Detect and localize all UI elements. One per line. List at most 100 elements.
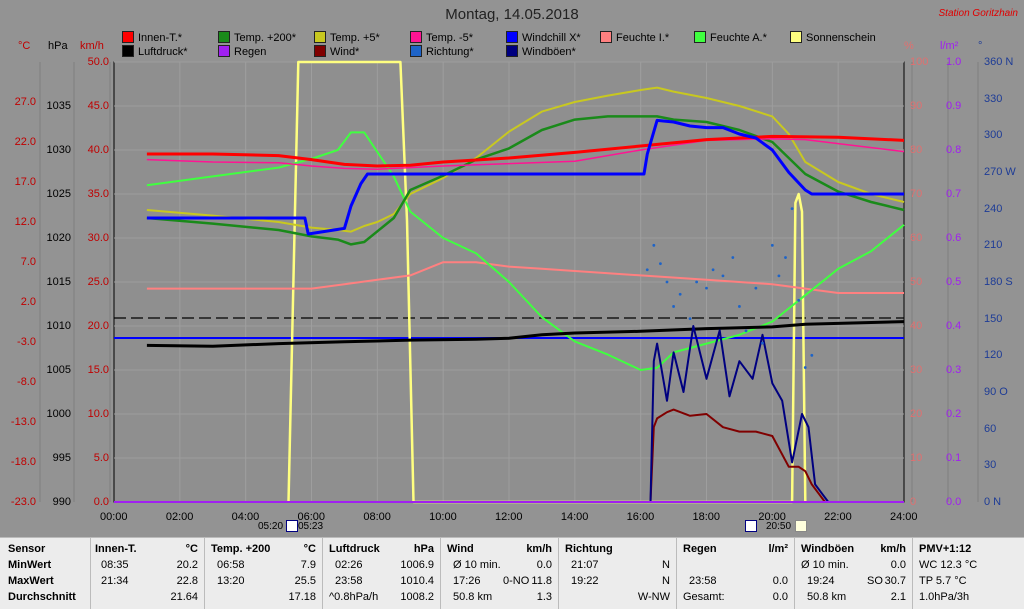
tick-dir: 150 xyxy=(984,312,1003,325)
temp-max-time: 13:20 xyxy=(217,575,245,587)
tick-pct: 90 xyxy=(910,100,923,112)
tick-x: 00:00 xyxy=(100,511,128,523)
richtung-head: Richtung xyxy=(565,543,613,555)
legend-swatch xyxy=(600,31,612,43)
legend-swatch xyxy=(122,31,134,43)
tick-kmh: 35.0 xyxy=(87,188,109,200)
druck-max: 1010.4 xyxy=(400,575,434,587)
tick-degc: 22.0 xyxy=(14,136,36,148)
direction-point xyxy=(744,329,748,333)
tick-hpa: 990 xyxy=(52,496,71,508)
tick-dir: 330 xyxy=(984,92,1003,105)
richtung-max-time: 19:22 xyxy=(571,575,599,587)
row-max: MaxWert xyxy=(8,575,54,587)
tick-lm2: 0.9 xyxy=(946,100,962,112)
tick-dir: 90 O xyxy=(984,386,1008,398)
pmv-trend: 1.0hPa/3h xyxy=(919,591,970,603)
legend-swatch xyxy=(218,31,230,43)
legend-label: Luftdruck* xyxy=(138,46,188,58)
pmv-dewpoint: TP 5.7 °C xyxy=(919,575,967,587)
tick-kmh: 15.0 xyxy=(87,364,109,376)
unit-deg: ° xyxy=(978,40,983,52)
druck-max-time: 23:58 xyxy=(335,575,363,587)
sunrise-label: 05:20 xyxy=(258,521,284,532)
direction-point xyxy=(784,256,787,259)
legend-label: Regen xyxy=(234,46,267,58)
druck-unit: hPa xyxy=(413,543,434,555)
tick-degc: 17.0 xyxy=(14,176,36,188)
regen-total: 0.0 xyxy=(772,591,788,603)
tick-kmh: 10.0 xyxy=(87,408,109,420)
series-windchill-x xyxy=(146,118,904,236)
direction-point xyxy=(777,274,781,278)
tick-kmh: 25.0 xyxy=(87,276,109,288)
row-min: MinWert xyxy=(8,559,52,571)
tick-x: 20:00 xyxy=(758,511,786,523)
legend-label: Temp. +5* xyxy=(330,32,380,44)
innen-min: 20.2 xyxy=(176,559,198,571)
tick-degc: 7.0 xyxy=(20,256,36,268)
regen-total-label: Gesamt: xyxy=(683,591,725,603)
legend-item: Innen-T.* xyxy=(122,31,182,45)
tick-hpa: 1010 xyxy=(46,320,71,332)
tick-hpa: 1030 xyxy=(46,144,71,156)
series-luftdruck xyxy=(146,320,905,348)
tick-dir: 210 xyxy=(984,239,1003,252)
legend-label: Richtung* xyxy=(426,46,474,58)
wind-unit: km/h xyxy=(526,543,552,555)
direction-point xyxy=(678,292,682,296)
regen-time: 23:58 xyxy=(689,575,717,587)
sensor-head: Sensor xyxy=(8,543,46,555)
druck-min-time: 02:26 xyxy=(335,559,363,571)
series-feuchte-i xyxy=(146,261,904,294)
tick-dir: 360 N xyxy=(984,56,1014,68)
pmv-head: PMV+1:12 xyxy=(919,543,972,555)
tick-dir: 240 xyxy=(984,202,1003,215)
legend-swatch xyxy=(314,31,326,43)
col-regen: Regen l/m² 23:58 0.0 Gesamt: 0.0 xyxy=(677,538,795,609)
legend-item: Temp. -5* xyxy=(410,31,473,45)
boen-avg10: 0.0 xyxy=(890,559,906,571)
direction-point xyxy=(672,305,675,308)
tick-pct: 30 xyxy=(910,364,923,376)
direction-point xyxy=(810,353,814,357)
temp-avg: 17.18 xyxy=(288,591,316,603)
legend-swatch xyxy=(790,31,802,43)
tick-lm2: 0.5 xyxy=(946,276,962,288)
unit-lm2: l/m² xyxy=(940,40,959,52)
tick-x: 08:00 xyxy=(363,511,391,523)
druck-head: Luftdruck xyxy=(329,543,380,555)
direction-point xyxy=(721,274,725,278)
richtung-min: N xyxy=(662,559,670,571)
sunset-icon xyxy=(745,520,757,532)
tick-degc: 2.0 xyxy=(20,296,36,308)
legend-label: Innen-T.* xyxy=(138,32,183,44)
temp-unit: °C xyxy=(303,543,316,555)
statistics-table: Sensor MinWert MaxWert Durchschnitt Inne… xyxy=(0,537,1024,609)
tick-kmh: 40.0 xyxy=(87,144,109,156)
legend-item: Temp. +5* xyxy=(314,31,380,45)
tick-x: 24:00 xyxy=(890,511,918,523)
tick-x: 16:00 xyxy=(626,511,655,523)
tick-lm2: 0.7 xyxy=(946,188,962,200)
innen-head: Innen-T. xyxy=(95,543,137,555)
tick-kmh: 0.0 xyxy=(93,496,109,508)
legend-label: Sonnenschein xyxy=(806,32,876,44)
direction-point xyxy=(797,298,801,302)
legend-label: Feuchte I.* xyxy=(616,32,670,44)
legend-item: Wind* xyxy=(314,45,359,59)
tick-hpa: 1015 xyxy=(46,276,71,288)
tick-lm2: 0.4 xyxy=(946,320,962,332)
richtung-max: N xyxy=(662,575,670,587)
tick-x: 04:00 xyxy=(231,511,260,523)
boen-unit: km/h xyxy=(880,543,906,555)
direction-point xyxy=(705,286,708,290)
col-temp: Temp. +200 °C 06:58 7.9 13:20 25.5 17.18 xyxy=(205,538,323,609)
direction-point xyxy=(652,243,656,247)
tick-x: 18:00 xyxy=(692,511,721,523)
tick-x: 06:00 xyxy=(297,511,326,523)
tick-pct: 50 xyxy=(910,276,923,288)
chart-series xyxy=(114,60,905,504)
direction-point xyxy=(790,207,794,211)
sunrise-icon xyxy=(286,520,298,532)
